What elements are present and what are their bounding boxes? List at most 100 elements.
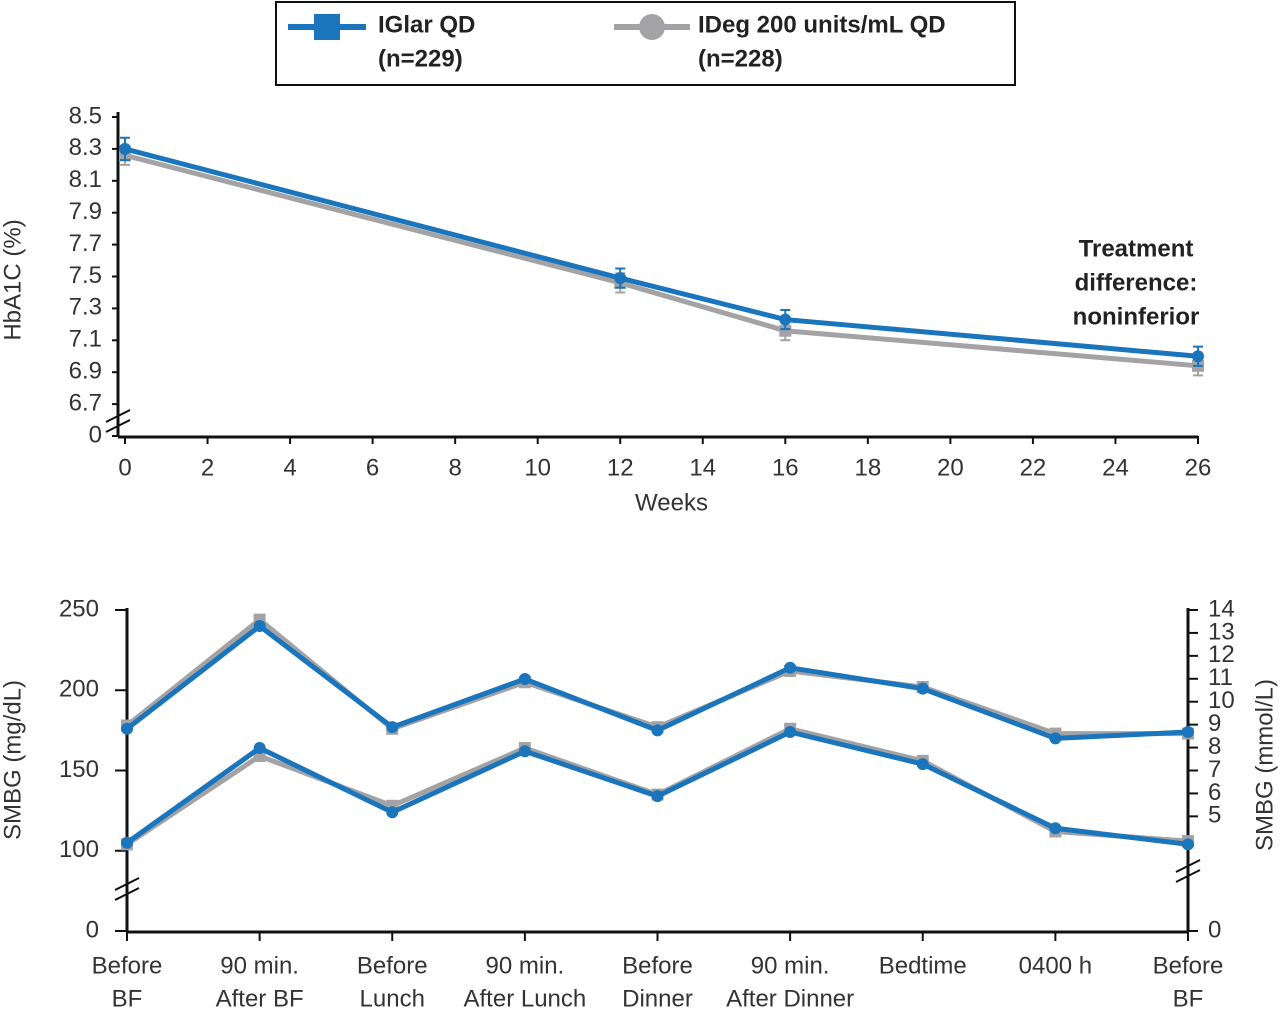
legend-label: IGlar QD	[378, 11, 475, 38]
x-tick-label: BF	[1173, 985, 1204, 1011]
x-tick-label: Lunch	[360, 985, 425, 1011]
x-tick-label: Before	[92, 952, 163, 979]
x-tick-label: 26	[1185, 454, 1212, 481]
x-tick-label: 0400 h	[1019, 952, 1092, 979]
legend-label: IDeg 200 units/mL QD	[698, 11, 946, 38]
x-tick-label: Dinner	[622, 985, 693, 1011]
marker	[651, 724, 664, 737]
y-tick-label: 6.9	[69, 358, 102, 385]
x-tick-label: 10	[524, 454, 551, 481]
series-line	[125, 616, 1188, 737]
marker	[1049, 822, 1062, 835]
x-tick-label: After Dinner	[726, 985, 854, 1011]
y-tick-label: 7.5	[69, 262, 102, 289]
x-tick-label: 6	[366, 454, 379, 481]
x-tick-label: 18	[854, 454, 881, 481]
y2-tick-label: 6	[1208, 779, 1221, 806]
axis-break	[105, 419, 131, 433]
marker	[518, 745, 531, 758]
marker	[518, 673, 531, 686]
series-line	[124, 146, 1199, 359]
marker	[784, 725, 797, 738]
series-line	[125, 729, 1189, 847]
marker	[916, 758, 929, 771]
x-tick-label: 4	[283, 454, 296, 481]
y-tick-label: 7.7	[69, 230, 102, 257]
y-tick-label: 250	[59, 595, 99, 622]
marker	[779, 324, 792, 337]
y-tick-label: 6.7	[69, 389, 102, 416]
y2-tick-label: 0	[1208, 916, 1221, 943]
marker	[1182, 725, 1194, 738]
x-tick-label: Before	[1153, 952, 1224, 979]
y-axis-label: SMBG (mg/dL)	[0, 680, 26, 840]
x-tick-label: Before	[622, 952, 693, 979]
marker	[1192, 350, 1204, 363]
marker	[639, 14, 665, 40]
marker	[119, 142, 131, 155]
marker	[121, 722, 133, 735]
y2-tick-label: 7	[1208, 756, 1221, 783]
y2-tick-label: 13	[1208, 618, 1235, 645]
legend-sublabel: (n=229)	[378, 45, 463, 72]
x-tick-label: 2	[201, 454, 214, 481]
y-tick-label: 200	[59, 676, 99, 703]
y-tick-label: 8.1	[69, 166, 102, 193]
marker	[121, 836, 133, 849]
marker	[386, 721, 399, 734]
x-tick-label: 24	[1102, 454, 1129, 481]
y2-tick-label: 12	[1208, 641, 1235, 668]
x-tick-label: 90 min.	[751, 952, 830, 979]
y-tick-label: 0	[86, 916, 99, 943]
x-tick-label: 14	[689, 454, 716, 481]
y-tick-label: 100	[59, 836, 99, 863]
axis-break	[105, 409, 131, 423]
legend-sublabel: (n=228)	[698, 45, 783, 72]
axis-break	[114, 887, 140, 901]
marker	[784, 661, 797, 674]
legend-box	[275, 1, 1016, 86]
series-line	[124, 152, 1199, 369]
y-tick-label: 7.3	[69, 294, 102, 321]
marker	[779, 313, 792, 326]
marker	[314, 14, 340, 40]
y2-axis-label: SMBG (mmol/L)	[1251, 679, 1278, 851]
x-tick-label: After Lunch	[464, 985, 587, 1011]
y-tick-label: 8.5	[69, 102, 102, 129]
annotation: difference:	[1075, 269, 1198, 296]
x-tick-label: BF	[112, 985, 143, 1011]
marker	[651, 790, 664, 803]
series-line	[125, 726, 1189, 847]
marker	[253, 742, 266, 755]
x-tick-label: 90 min.	[486, 952, 565, 979]
y2-tick-label: 5	[1208, 802, 1221, 829]
x-tick-label: After BF	[216, 985, 304, 1011]
y-axis-label: HbA1C (%)	[0, 219, 26, 340]
marker	[1182, 838, 1194, 851]
marker	[1049, 732, 1062, 745]
x-tick-label: Before	[357, 952, 428, 979]
marker	[916, 682, 929, 695]
axis-break	[114, 877, 140, 891]
x-tick-label: 16	[772, 454, 799, 481]
annotation: Treatment	[1079, 235, 1194, 262]
x-tick-label: 8	[448, 454, 461, 481]
annotation: noninferior	[1073, 303, 1200, 330]
y2-tick-label: 11	[1208, 664, 1233, 691]
y-tick-label: 7.1	[69, 326, 102, 353]
marker	[253, 620, 266, 633]
x-tick-label: 90 min.	[220, 952, 299, 979]
x-tick-label: 0	[118, 454, 131, 481]
y-tick-label: 8.3	[69, 134, 102, 161]
marker	[386, 806, 399, 819]
x-tick-label: 20	[937, 454, 964, 481]
x-tick-label: 12	[607, 454, 634, 481]
y-tick-label: 7.9	[69, 198, 102, 225]
marker	[614, 272, 627, 285]
y-tick-label: 0	[89, 421, 102, 448]
y2-tick-label: 10	[1208, 687, 1235, 714]
y2-tick-label: 8	[1208, 733, 1221, 760]
x-tick-label: Bedtime	[879, 952, 967, 979]
